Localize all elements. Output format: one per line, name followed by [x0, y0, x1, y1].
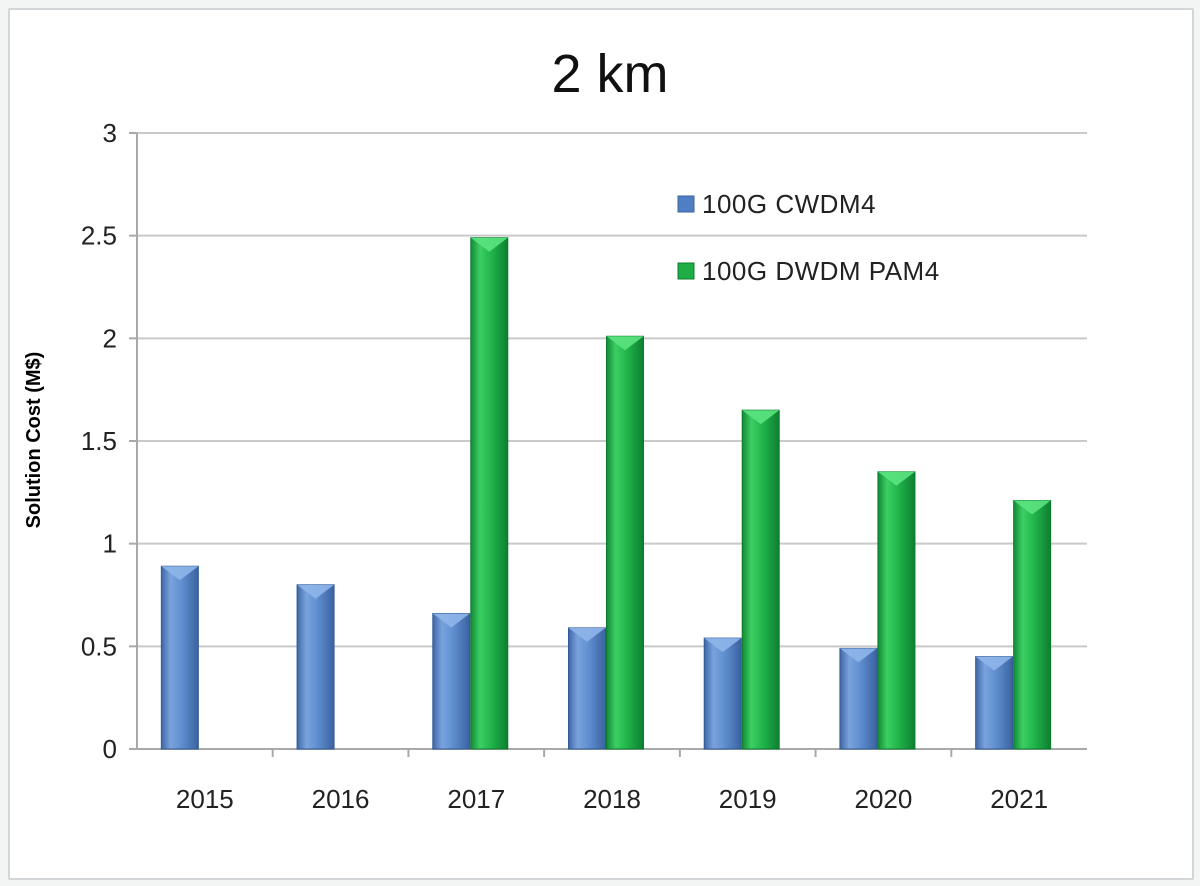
bar-bevel [432, 613, 470, 628]
x-tick-label: 2019 [719, 784, 777, 814]
bar-100g-dwdm-pam4-2020 [877, 471, 916, 750]
bar-100g-cwdm4-2015 [160, 565, 199, 750]
bar-100g-cwdm4-2019 [703, 637, 742, 750]
bar-bevel [161, 566, 199, 581]
y-tick-label: 2.5 [81, 221, 117, 251]
legend-label-cwdm4: 100G CWDM4 [702, 189, 876, 219]
bar-bevel [742, 410, 780, 425]
bar-bevel [704, 638, 742, 653]
y-tick-label: 0 [103, 734, 117, 764]
y-tick-labels: 0 0.5 1 1.5 2 2.5 3 [81, 118, 117, 764]
bars [160, 237, 1052, 750]
x-tick-label: 2018 [583, 784, 641, 814]
bar-100g-cwdm4-2018 [568, 627, 606, 750]
y-tick-label: 3 [103, 118, 117, 148]
bar-bevel [568, 627, 606, 642]
bar-bevel [1013, 500, 1051, 515]
x-tick-label: 2015 [176, 784, 234, 814]
legend: 100G CWDM4 100G DWDM PAM4 [677, 189, 940, 286]
x-tick-label: 2017 [447, 784, 505, 814]
x-tick-labels: 2015 2016 2017 2018 2019 2020 2021 [176, 784, 1048, 814]
legend-label-pam4: 100G DWDM PAM4 [702, 256, 940, 286]
bar-100g-dwdm-pam4-2019 [741, 409, 780, 750]
bar-bevel [606, 336, 644, 351]
bar-bevel [877, 471, 915, 486]
x-tick-label: 2016 [312, 784, 370, 814]
y-tick-label: 1 [103, 529, 117, 559]
bar-bevel [297, 584, 335, 599]
x-tick-label: 2020 [855, 784, 913, 814]
bar-100g-dwdm-pam4-2018 [606, 335, 644, 750]
bar-bevel [470, 237, 508, 252]
y-tick-label: 2 [103, 323, 117, 353]
y-tick-label: 1.5 [81, 426, 117, 456]
legend-swatch-pam4 [677, 262, 695, 280]
y-axis-label: Solution Cost (M$) [23, 352, 45, 529]
bar-100g-dwdm-pam4-2021 [1013, 500, 1052, 750]
bar-bevel [839, 648, 877, 663]
bar-100g-dwdm-pam4-2017 [470, 237, 509, 750]
bar-100g-cwdm4-2020 [839, 647, 878, 750]
bar-bevel [975, 656, 1013, 671]
x-tick-label: 2021 [990, 784, 1048, 814]
bar-100g-cwdm4-2016 [296, 584, 335, 750]
legend-swatch-cwdm4 [677, 195, 695, 213]
bar-100g-cwdm4-2017 [432, 612, 471, 750]
bar-100g-cwdm4-2021 [975, 656, 1014, 750]
chart-title: 2 km [551, 44, 668, 104]
gridlines [137, 132, 1087, 648]
y-tick-label: 0.5 [81, 631, 117, 661]
